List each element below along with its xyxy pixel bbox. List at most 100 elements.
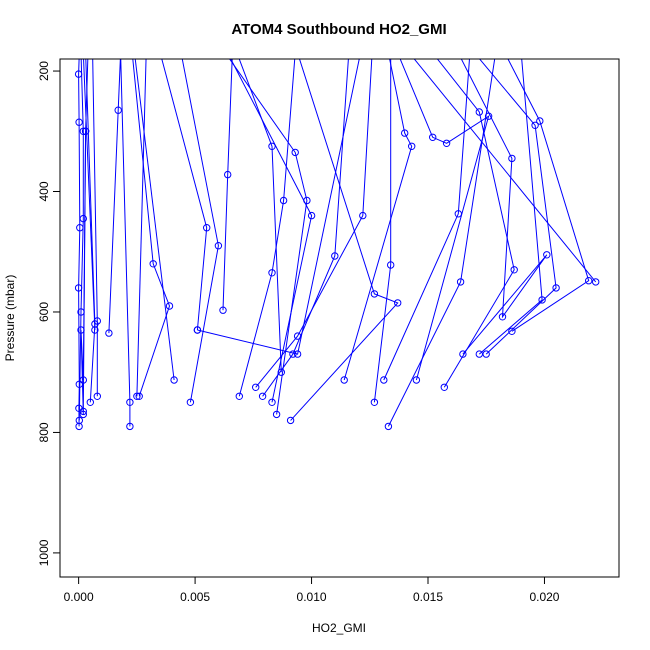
data-point [538, 296, 546, 304]
series-line [230, 59, 313, 403]
data-point [79, 410, 88, 419]
y-tick-label: 600 [37, 302, 51, 322]
data-point [536, 117, 544, 125]
series-33 [413, 59, 600, 286]
data-point [482, 350, 490, 358]
data-point [401, 129, 409, 137]
y-tick-label: 800 [37, 422, 51, 442]
series-line [229, 59, 308, 415]
data-point [133, 392, 141, 400]
data-point [75, 118, 83, 126]
series-line [136, 59, 147, 397]
data-point [585, 277, 593, 285]
x-axis-label: HO2_GMI [312, 621, 366, 635]
series-15 [235, 59, 296, 400]
data-point [429, 133, 437, 142]
series-7 [105, 59, 122, 337]
data-point [224, 170, 232, 179]
y-tick-label: 400 [37, 181, 51, 201]
series-line [120, 59, 131, 427]
data-point [149, 260, 157, 268]
data-point [277, 368, 285, 376]
series-line [132, 59, 171, 397]
series-line [108, 59, 121, 334]
data-point [475, 108, 483, 116]
data-point [258, 392, 267, 400]
data-point [91, 326, 99, 334]
series-5 [77, 127, 90, 419]
data-point [235, 392, 244, 400]
x-tick-label: 0.010 [297, 590, 327, 604]
series-line [290, 59, 399, 421]
data-point [165, 302, 174, 310]
series-11 [134, 59, 178, 384]
series-6 [83, 59, 99, 334]
data-point [79, 214, 88, 223]
data-point [93, 392, 102, 400]
series-line [460, 59, 548, 355]
series-line [78, 59, 81, 427]
data-point [408, 142, 416, 151]
series-19 [229, 59, 311, 419]
data-point [114, 106, 122, 114]
data-point [214, 242, 223, 250]
data-point [268, 269, 276, 277]
axes-layer: 0.000 0.005 0.010 0.015 0.020 200 400 600 800 100… [37, 58, 620, 604]
series-20 [238, 59, 285, 376]
data-point [203, 224, 211, 232]
series-14 [219, 59, 233, 314]
series-line [343, 59, 413, 381]
data-point [456, 278, 465, 286]
series-line [413, 59, 597, 283]
data-point [412, 376, 421, 384]
data-point [186, 398, 195, 406]
data-point [272, 410, 281, 419]
series-22 [193, 59, 360, 358]
series-line [507, 59, 590, 332]
series-line [478, 59, 543, 355]
series-21 [286, 59, 402, 425]
data-point [475, 350, 483, 358]
series-line [197, 59, 360, 355]
y-axis-label: Pressure (mbar) [3, 275, 17, 362]
series-18 [230, 59, 316, 406]
series-line [78, 59, 84, 421]
data-point [387, 261, 395, 269]
series-line [399, 59, 490, 381]
data-point [384, 422, 393, 431]
data-point [77, 326, 85, 334]
data-point [510, 266, 518, 274]
y-tick-label: 1000 [37, 539, 51, 566]
data-point [193, 326, 202, 334]
data-point [370, 398, 379, 406]
y-tick-label: 200 [37, 61, 51, 81]
series-line [161, 59, 208, 331]
data-point [498, 313, 507, 321]
data-point [340, 376, 348, 384]
x-tick-label: 0.000 [64, 590, 94, 604]
series-line [436, 59, 515, 388]
data-point [126, 422, 134, 431]
data-point [252, 383, 260, 391]
data-layer [74, 59, 600, 431]
series-29 [459, 59, 551, 358]
data-point [370, 290, 379, 298]
data-point [219, 306, 227, 314]
series-10 [132, 59, 174, 400]
data-point [359, 211, 367, 220]
series-line [238, 59, 282, 373]
series-9 [133, 59, 147, 400]
series-31 [478, 59, 560, 358]
data-point [508, 327, 516, 335]
data-point [394, 299, 402, 307]
data-point [531, 121, 539, 130]
data-point [291, 148, 299, 157]
data-point [170, 376, 178, 384]
series-line [80, 131, 87, 415]
x-tick-label: 0.020 [529, 590, 559, 604]
data-point [126, 398, 134, 406]
data-point [75, 416, 84, 425]
